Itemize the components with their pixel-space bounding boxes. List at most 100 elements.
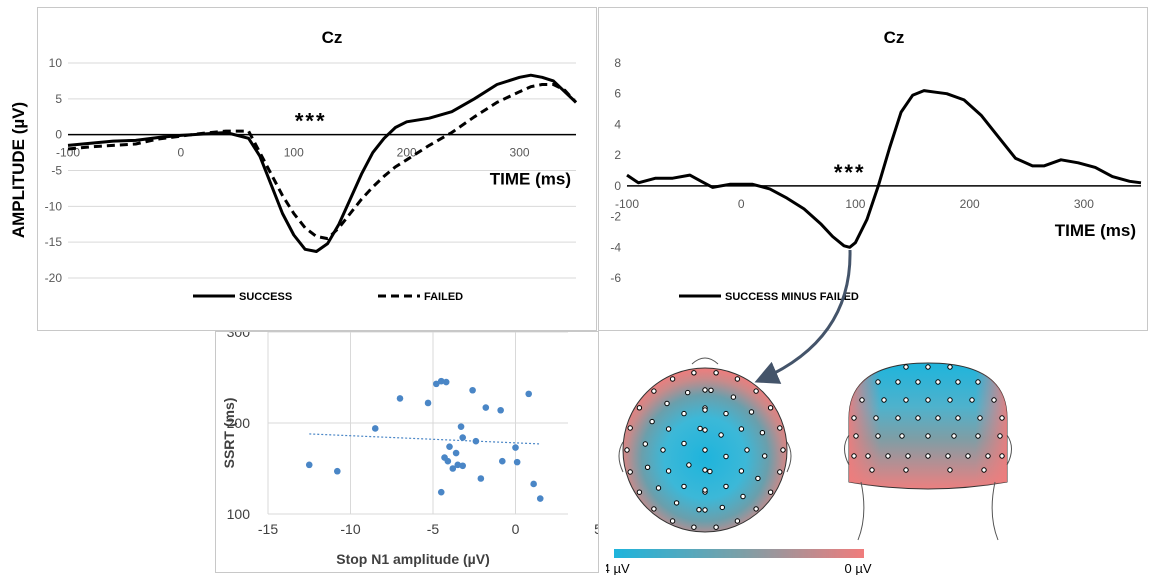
scatter-point bbox=[452, 449, 460, 457]
colorbar-min-label: -4 µV bbox=[606, 561, 630, 575]
electrode-dot bbox=[999, 453, 1005, 459]
electrode-dot bbox=[945, 453, 951, 459]
y-tick-label: 0 bbox=[614, 179, 621, 193]
electrode-dot bbox=[753, 506, 759, 512]
electrode-dot bbox=[744, 447, 750, 453]
electrode-dot bbox=[851, 415, 857, 421]
electrode-dot bbox=[947, 467, 953, 473]
electrode-dot bbox=[935, 379, 941, 385]
scatter-point bbox=[536, 495, 544, 502]
scatter-point bbox=[512, 444, 519, 451]
y-tick-label: 0 bbox=[55, 128, 62, 142]
scatter-point bbox=[525, 390, 532, 398]
scatter-chart: 300 200 100 -15 -10 -5 0 5 Stop N1 amplitude (µV… bbox=[221, 324, 602, 567]
scatter-point bbox=[469, 386, 476, 394]
electrode-dot bbox=[651, 388, 657, 394]
electrode-dot bbox=[903, 364, 909, 370]
series-line-success-minus-failed bbox=[626, 89, 1142, 249]
electrode-dot bbox=[651, 506, 657, 512]
electrode-dot bbox=[925, 397, 931, 403]
electrode-dot bbox=[767, 489, 774, 495]
left-ear bbox=[618, 441, 624, 473]
erp-panel-right: Cz 8 6 4 2 0 -2 -4 -6 -100 0 100 200 300 TIME (ms) *** S… bbox=[598, 7, 1148, 331]
scatter-point bbox=[446, 443, 453, 450]
electrode-dot bbox=[999, 415, 1005, 421]
scatter-x-tick-label: -15 bbox=[258, 521, 278, 537]
electrode-dot bbox=[915, 415, 921, 421]
scatter-point bbox=[449, 465, 457, 472]
electrode-dot bbox=[702, 407, 708, 413]
electrode-dot bbox=[681, 440, 687, 447]
legend-label: SUCCESS bbox=[239, 291, 292, 303]
legend-label: SUCCESS MINUS FAILED bbox=[725, 291, 859, 303]
y-tick-label: 5 bbox=[55, 92, 62, 106]
electrode-dot bbox=[853, 433, 859, 439]
electrode-dot bbox=[762, 453, 768, 459]
electrode-dot bbox=[925, 453, 931, 459]
scatter-y-tick-label: 300 bbox=[227, 332, 251, 340]
back-right-ear bbox=[1006, 434, 1012, 466]
neck-outline bbox=[857, 481, 999, 541]
electrode-dot bbox=[895, 379, 901, 385]
electrode-dot bbox=[915, 379, 921, 385]
electrode-dot bbox=[991, 397, 997, 403]
scatter-point bbox=[371, 425, 379, 432]
y-tick-label: -4 bbox=[610, 240, 621, 254]
scatter-point bbox=[444, 457, 452, 465]
electrode-dot bbox=[903, 467, 909, 473]
scatter-point bbox=[437, 488, 445, 496]
electrode-dot bbox=[748, 409, 755, 415]
chart-title: Cz bbox=[322, 28, 343, 47]
electrode-dot bbox=[707, 468, 713, 475]
electrode-dot bbox=[665, 468, 672, 474]
electrode-dot bbox=[681, 410, 687, 417]
electrode-dot bbox=[697, 425, 703, 432]
series-line-failed bbox=[67, 83, 578, 241]
electrode-dot bbox=[777, 469, 783, 475]
y-tick-label: 2 bbox=[614, 148, 621, 162]
electrode-dot bbox=[719, 504, 726, 511]
electrode-dot bbox=[636, 489, 643, 495]
scalp-top-view bbox=[618, 357, 792, 533]
electrode-dot bbox=[702, 507, 708, 513]
electrode-dot bbox=[696, 507, 702, 513]
electrode-dot bbox=[755, 475, 761, 482]
electrode-dot bbox=[885, 453, 891, 459]
legend-label: FAILED bbox=[424, 291, 463, 303]
electrode-dot bbox=[903, 397, 909, 403]
connector-arrow bbox=[754, 249, 852, 384]
erp-chart-difference: Cz 8 6 4 2 0 -2 -4 -6 -100 0 100 200 300 TIME (ms) *** S… bbox=[610, 28, 1142, 303]
scalp-maps-svg: -4 µV 0 µV bbox=[598, 357, 1012, 576]
electrode-dot bbox=[738, 426, 745, 432]
electrode-dot bbox=[925, 433, 931, 439]
electrode-dot bbox=[977, 415, 983, 421]
electrode-dot bbox=[895, 415, 901, 421]
scatter-point bbox=[530, 480, 537, 488]
electrode-dot bbox=[767, 405, 774, 411]
electrode-dot bbox=[851, 453, 857, 459]
electrode-dot bbox=[899, 433, 905, 439]
electrode-dot bbox=[759, 430, 766, 436]
scatter-point bbox=[424, 399, 432, 407]
x-tick-label: 300 bbox=[510, 146, 530, 160]
scatter-point bbox=[396, 395, 404, 402]
y-tick-label: 6 bbox=[614, 87, 621, 101]
scatter-point bbox=[457, 423, 465, 430]
electrode-dot bbox=[624, 447, 630, 453]
scalp-back-view bbox=[844, 362, 1012, 541]
electrode-dot bbox=[738, 468, 745, 474]
scatter-point bbox=[482, 404, 490, 411]
electrode-dot bbox=[627, 425, 633, 431]
scatter-point bbox=[497, 406, 504, 414]
electrode-dot bbox=[702, 467, 708, 473]
electrode-dot bbox=[730, 394, 737, 400]
significance-stars: *** bbox=[834, 160, 866, 185]
chart-title: Cz bbox=[884, 28, 905, 47]
erp-ylabel-wrap: AMPLITUDE (µV) bbox=[0, 40, 36, 300]
electrode-dot bbox=[691, 524, 697, 530]
electrode-dot bbox=[947, 364, 953, 370]
electrode-dot bbox=[925, 364, 931, 370]
electrode-dot bbox=[664, 400, 670, 407]
electrode-dot bbox=[875, 379, 881, 385]
